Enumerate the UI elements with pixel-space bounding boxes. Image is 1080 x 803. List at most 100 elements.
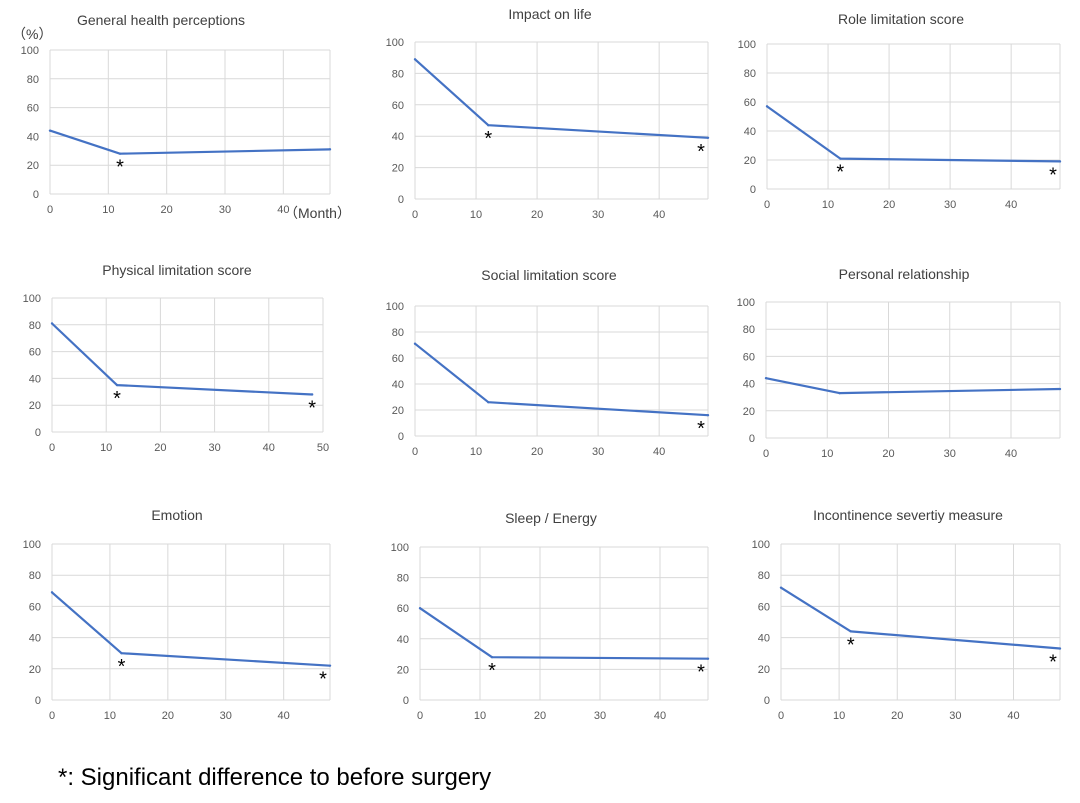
x-tick-label: 10 [102, 204, 114, 216]
chart-title: Impact on life [508, 6, 591, 22]
y-tick-label: 0 [750, 184, 756, 196]
y-tick-label: 80 [29, 570, 41, 582]
y-tick-label: 0 [35, 427, 41, 439]
x-tick-label: 10 [474, 710, 486, 722]
data-point [487, 124, 490, 127]
x-tick-label: 10 [833, 710, 845, 722]
chart-title: Social limitation score [481, 267, 617, 283]
significance-marker: * [308, 397, 316, 419]
chart-title: Sleep / Energy [505, 510, 597, 526]
x-tick-label: 20 [531, 446, 543, 458]
x-tick-label: 20 [162, 710, 174, 722]
y-tick-label: 0 [33, 189, 39, 201]
y-tick-label: 100 [752, 539, 770, 551]
x-tick-label: 20 [534, 710, 546, 722]
data-point [838, 391, 841, 395]
x-tick-label: 40 [277, 204, 289, 216]
y-tick-label: 80 [392, 327, 404, 339]
x-tick-label: 40 [1005, 448, 1017, 460]
y-tick-label: 20 [744, 155, 756, 167]
x-tick-label: 40 [278, 710, 290, 722]
y-tick-label: 80 [397, 573, 409, 585]
footnote: *: Significant difference to before surg… [58, 764, 492, 791]
data-point [310, 393, 314, 396]
chart-title: General health perceptions [77, 12, 245, 28]
x-tick-label: 0 [49, 710, 55, 722]
y-tick-label: 40 [758, 633, 770, 645]
significance-marker: * [697, 662, 705, 684]
x-tick-label: 30 [949, 710, 961, 722]
data-point [706, 136, 710, 139]
x-tick-label: 30 [219, 204, 231, 216]
y-tick-label: 40 [29, 373, 41, 385]
significance-marker: * [319, 669, 327, 691]
significance-marker: * [116, 157, 124, 179]
significance-marker: * [488, 660, 496, 682]
significance-marker: * [697, 141, 705, 163]
y-tick-label: 60 [758, 601, 770, 613]
x-tick-label: 30 [592, 209, 604, 221]
x-tick-label: 40 [1005, 199, 1017, 211]
y-tick-label: 100 [23, 539, 41, 551]
y-tick-label: 40 [743, 379, 755, 391]
chart-title: Role limitation score [838, 11, 964, 27]
y-tick-label: 20 [397, 664, 409, 676]
y-tick-label: 40 [29, 633, 41, 645]
data-point [115, 383, 119, 387]
x-tick-label: 30 [220, 710, 232, 722]
data-point [490, 655, 494, 659]
y-tick-label: 100 [386, 301, 404, 313]
x-tick-label: 20 [883, 199, 895, 211]
y-tick-label: 40 [744, 126, 756, 138]
significance-marker: * [1049, 652, 1057, 674]
x-tick-label: 0 [412, 446, 418, 458]
data-point [413, 342, 417, 345]
significance-marker: * [118, 656, 126, 678]
y-tick-label: 60 [392, 353, 404, 365]
x-tick-label: 0 [47, 204, 53, 216]
series-line [49, 129, 331, 155]
y-tick-label: 60 [27, 103, 39, 115]
y-tick-label: 60 [392, 100, 404, 112]
x-tick-label: 0 [763, 448, 769, 460]
series-line [51, 322, 313, 396]
y-tick-label: 40 [397, 634, 409, 646]
data-point [849, 630, 852, 633]
x-tick-label: 10 [470, 209, 482, 221]
data-point [1058, 647, 1062, 650]
y-tick-label: 100 [737, 297, 755, 309]
y-tick-label: 80 [758, 570, 770, 582]
data-point [50, 322, 54, 325]
x-tick-label: 40 [653, 446, 665, 458]
x-tick-label: 30 [208, 442, 220, 454]
y-tick-label: 20 [758, 664, 770, 676]
series-line [419, 607, 709, 660]
x-tick-label: 10 [100, 442, 112, 454]
data-point [413, 58, 417, 61]
significance-marker: * [484, 128, 492, 150]
data-point [765, 105, 769, 108]
y-tick-label: 40 [27, 131, 39, 143]
y-tick-label: 80 [744, 68, 756, 80]
x-tick-label: 40 [1007, 710, 1019, 722]
series-line [414, 58, 709, 139]
x-tick-label: 30 [594, 710, 606, 722]
series-line [414, 342, 709, 417]
x-tick-label: 0 [764, 199, 770, 211]
data-point [487, 401, 490, 404]
data-point [118, 152, 122, 155]
x-tick-label: 20 [531, 209, 543, 221]
y-tick-label: 20 [29, 664, 41, 676]
data-point [120, 652, 123, 655]
data-point [1058, 160, 1062, 163]
y-tick-label: 20 [392, 163, 404, 175]
y-tick-label: 80 [392, 68, 404, 80]
x-tick-label: 0 [49, 442, 55, 454]
y-tick-label: 0 [764, 695, 770, 707]
data-point [50, 591, 54, 594]
data-point [418, 607, 422, 610]
y-tick-label: 60 [29, 601, 41, 613]
significance-marker: * [697, 418, 705, 440]
x-tick-label: 0 [412, 209, 418, 221]
